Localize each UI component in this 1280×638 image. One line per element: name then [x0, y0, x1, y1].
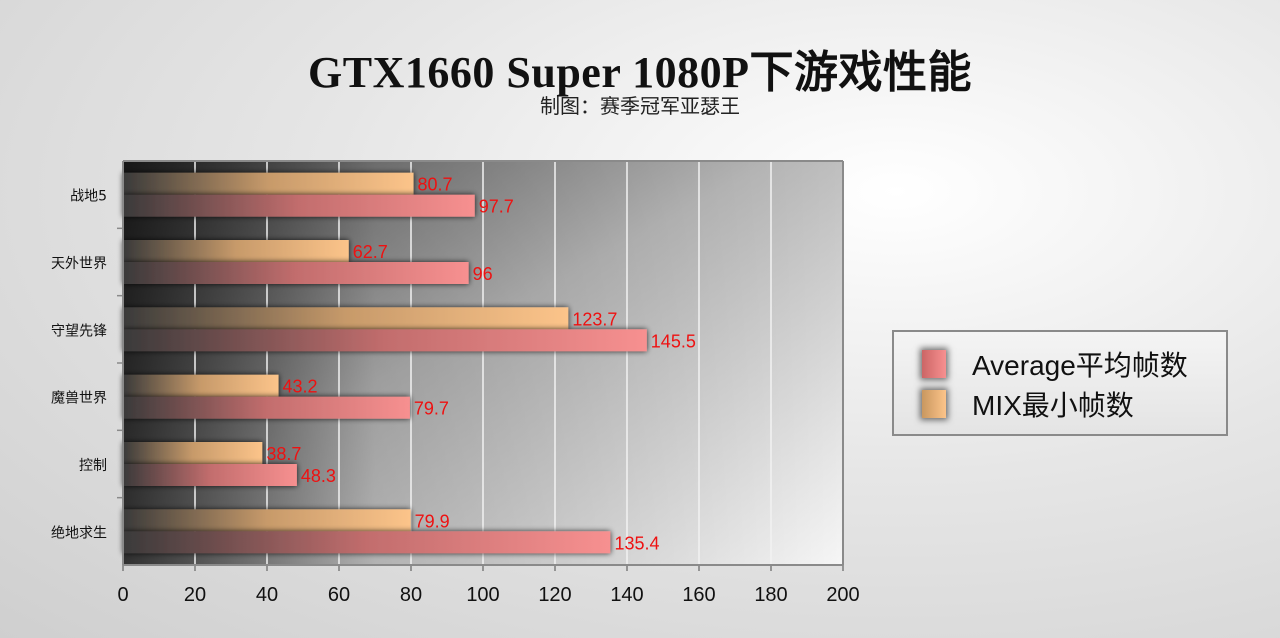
data-label: 38.7	[266, 444, 301, 464]
bar	[123, 240, 349, 262]
x-tick-label: 120	[538, 584, 571, 606]
category-label: 控制	[79, 458, 107, 474]
x-tick-label: 0	[117, 584, 128, 606]
data-label: 135.4	[614, 533, 659, 553]
legend-label-min: MIX最小帧数	[972, 390, 1134, 421]
data-label: 48.3	[301, 466, 336, 486]
bar	[123, 464, 297, 486]
bar	[123, 329, 647, 352]
data-label: 79.9	[415, 511, 450, 531]
bar	[123, 442, 263, 464]
bar	[123, 374, 279, 397]
data-label: 96	[473, 264, 493, 284]
chart-title: GTX1660 Super 1080P下游戏性能	[308, 48, 972, 97]
bar	[123, 262, 469, 284]
bar	[123, 509, 411, 532]
category-label: 魔兽世界	[51, 391, 107, 407]
bar	[123, 172, 414, 195]
legend-swatch-min	[922, 390, 946, 418]
category-label: 天外世界	[51, 256, 107, 272]
data-label: 145.5	[651, 331, 696, 351]
x-tick-label: 160	[682, 584, 715, 606]
data-labels: 80.7 97.7 62.7 96 123.7 145.5 43.2 79.7 38.748.3…	[266, 175, 696, 554]
chart-subtitle: 制图：赛季冠军亚瑟王	[540, 94, 740, 118]
bars	[123, 172, 647, 554]
category-label: 绝地求生	[51, 525, 107, 541]
data-label: 79.7	[414, 399, 449, 419]
data-label: 43.2	[283, 377, 318, 397]
axes: 0 20 40 60 80 100 120 140 160 180 200 战地5 天外世界守望先锋魔兽…	[51, 160, 860, 606]
x-tick-label: 140	[610, 584, 643, 606]
bar	[123, 396, 410, 419]
bar	[123, 531, 611, 554]
x-tick-label: 180	[754, 584, 787, 606]
legend-label-average: Average平均帧数	[972, 350, 1188, 381]
data-label: 123.7	[572, 309, 617, 329]
data-label: 97.7	[479, 197, 514, 217]
category-label: 守望先锋	[51, 323, 107, 339]
data-label: 62.7	[353, 242, 388, 262]
legend-item-average: Average平均帧数	[922, 347, 1188, 381]
x-tick-label: 100	[466, 584, 499, 606]
x-tick-label: 20	[184, 584, 206, 606]
legend-swatch-average	[922, 350, 946, 378]
x-tick-label: 60	[328, 584, 350, 606]
bar	[123, 194, 475, 217]
legend-item-min: MIX最小帧数	[922, 387, 1134, 421]
category-label: 战地5	[70, 189, 107, 205]
x-tick-label: 80	[400, 584, 422, 606]
bar	[123, 307, 569, 330]
x-tick-label: 40	[256, 584, 278, 606]
legend: Average平均帧数 MIX最小帧数	[892, 330, 1228, 436]
x-tick-label: 200	[826, 584, 859, 606]
data-label: 80.7	[418, 175, 453, 195]
